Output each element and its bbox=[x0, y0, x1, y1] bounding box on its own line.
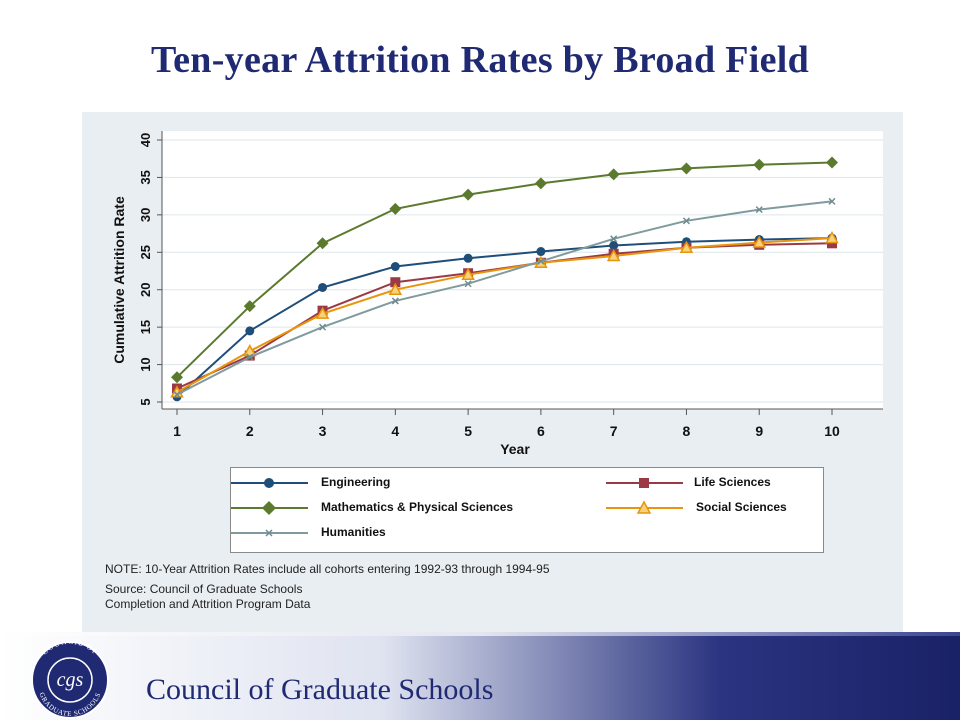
data-point-math_physical bbox=[534, 177, 547, 190]
plot-area bbox=[162, 131, 883, 409]
data-point-social_sciences bbox=[243, 344, 257, 357]
data-point-social_sciences bbox=[825, 231, 839, 244]
organization-name: Council of Graduate Schools bbox=[146, 673, 494, 706]
chart-legend: Engineering Life Sciences Mathematics & … bbox=[230, 467, 824, 553]
cgs-seal-logo: COUNCIL OF GRADUATE SCHOOLS cgs bbox=[31, 637, 109, 719]
data-point-social_sciences bbox=[461, 267, 475, 280]
legend-swatch-social-sciences bbox=[606, 500, 683, 514]
data-point-social_sciences bbox=[388, 282, 403, 295]
data-point-humanities bbox=[464, 280, 472, 288]
data-point-engineering bbox=[318, 282, 328, 292]
legend-item-life-sciences: Life Sciences bbox=[606, 471, 823, 495]
legend-swatch-math-physical bbox=[231, 501, 308, 515]
axis-ticks: 5 10 15 20 25 30 35 40 1 2 3 4 5 6 7 8 9 10 bbox=[138, 133, 840, 439]
y-tick-label: 30 bbox=[138, 208, 153, 222]
data-point-social_sciences bbox=[315, 306, 330, 319]
legend-item-math-physical: Mathematics & Physical Sciences bbox=[231, 496, 591, 520]
x-tick-label: 5 bbox=[464, 423, 472, 439]
x-tick-label: 7 bbox=[610, 423, 618, 439]
data-point-humanities bbox=[537, 257, 545, 265]
legend-item-social-sciences: Social Sciences bbox=[606, 496, 823, 520]
legend-label-math-physical: Mathematics & Physical Sciences bbox=[321, 500, 514, 514]
chart-note: NOTE: 10-Year Attrition Rates include al… bbox=[105, 562, 550, 576]
series-humanities bbox=[173, 197, 836, 399]
x-axis-title: Year bbox=[500, 441, 530, 457]
data-point-math_physical bbox=[680, 162, 693, 175]
x-tick-label: 1 bbox=[173, 423, 181, 439]
series-lines bbox=[170, 156, 839, 402]
data-point-humanities bbox=[319, 323, 327, 331]
legend-item-engineering: Engineering bbox=[231, 471, 521, 495]
seal-monogram: cgs bbox=[57, 669, 84, 691]
legend-item-humanities: Humanities bbox=[231, 521, 521, 545]
line-chart: 5 10 15 20 25 30 35 40 1 2 3 4 5 6 7 8 9 10 Cumulative At… bbox=[111, 131, 883, 457]
data-point-engineering bbox=[463, 253, 473, 263]
legend-label-social-sciences: Social Sciences bbox=[696, 500, 787, 514]
data-point-math_physical bbox=[171, 371, 183, 384]
source-line: Source: Council of Graduate Schools bbox=[105, 582, 303, 596]
series-line-engineering bbox=[176, 237, 833, 398]
y-tick-label: 5 bbox=[138, 398, 153, 405]
data-point-humanities bbox=[755, 206, 763, 214]
slide-title: Ten-year Attrition Rates by Broad Field bbox=[150, 39, 810, 81]
data-point-life_sciences bbox=[390, 277, 401, 288]
chart-panel: 5 10 15 20 25 30 35 40 1 2 3 4 5 6 7 8 9 10 Cumulative At… bbox=[82, 112, 903, 632]
y-tick-label: 35 bbox=[138, 170, 153, 184]
data-point-social_sciences bbox=[752, 235, 766, 248]
data-point-math_physical bbox=[826, 156, 838, 169]
data-point-engineering bbox=[245, 326, 255, 336]
legend-label-engineering: Engineering bbox=[321, 475, 391, 489]
source-line-detail: Completion and Attrition Program Data bbox=[105, 597, 311, 611]
x-tick-label: 3 bbox=[319, 423, 327, 439]
x-tick-label: 8 bbox=[683, 423, 691, 439]
legend-label-life-sciences: Life Sciences bbox=[694, 475, 771, 489]
series-line-social_sciences bbox=[176, 237, 833, 394]
data-point-math_physical bbox=[243, 300, 256, 313]
data-point-humanities bbox=[246, 353, 254, 361]
y-axis-title: Cumulative Attrition Rate bbox=[111, 196, 127, 364]
x-tick-label: 4 bbox=[391, 423, 399, 439]
data-point-humanities bbox=[682, 217, 690, 225]
series-line-humanities bbox=[176, 200, 833, 396]
x-tick-label: 2 bbox=[246, 423, 254, 439]
data-point-humanities bbox=[173, 390, 181, 399]
legend-swatch-engineering bbox=[231, 478, 308, 488]
x-tick-label: 6 bbox=[537, 423, 545, 439]
legend-label-humanities: Humanities bbox=[321, 525, 386, 539]
data-point-engineering bbox=[536, 247, 546, 257]
data-point-math_physical bbox=[753, 158, 766, 171]
footer-rule bbox=[0, 632, 960, 636]
data-point-humanities bbox=[828, 197, 836, 205]
y-tick-label: 10 bbox=[138, 357, 153, 371]
data-point-social_sciences bbox=[679, 240, 694, 254]
x-tick-label: 9 bbox=[755, 423, 763, 439]
legend-swatch-life-sciences bbox=[606, 478, 683, 488]
series-math_physical bbox=[171, 156, 838, 384]
data-point-math_physical bbox=[316, 237, 329, 250]
y-tick-label: 15 bbox=[138, 320, 153, 334]
data-point-engineering bbox=[609, 241, 619, 251]
data-point-engineering bbox=[390, 262, 400, 272]
footer-band bbox=[0, 632, 960, 720]
data-point-humanities bbox=[391, 297, 399, 305]
x-tick-label: 10 bbox=[824, 423, 840, 439]
data-point-math_physical bbox=[389, 202, 402, 215]
data-point-math_physical bbox=[462, 188, 475, 201]
y-tick-label: 20 bbox=[138, 282, 153, 296]
y-tick-label: 25 bbox=[138, 245, 153, 259]
legend-swatch-humanities bbox=[231, 529, 308, 537]
y-tick-label: 40 bbox=[138, 133, 153, 147]
data-point-social_sciences bbox=[606, 248, 621, 262]
data-point-humanities bbox=[610, 235, 618, 243]
series-line-math_physical bbox=[176, 161, 833, 379]
